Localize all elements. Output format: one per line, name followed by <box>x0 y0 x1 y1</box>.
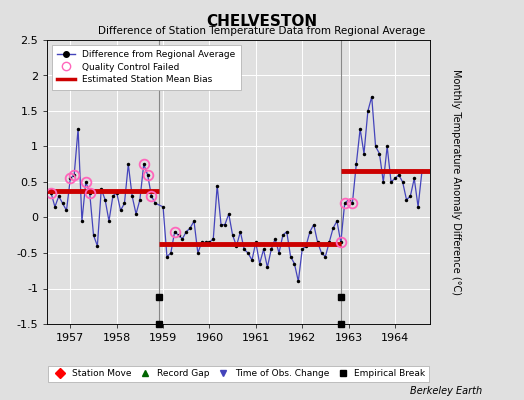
Y-axis label: Monthly Temperature Anomaly Difference (°C): Monthly Temperature Anomaly Difference (… <box>451 69 461 295</box>
Legend: Station Move, Record Gap, Time of Obs. Change, Empirical Break: Station Move, Record Gap, Time of Obs. C… <box>48 366 429 382</box>
Text: Difference of Station Temperature Data from Regional Average: Difference of Station Temperature Data f… <box>99 26 425 36</box>
Text: CHELVESTON: CHELVESTON <box>206 14 318 29</box>
Text: Berkeley Earth: Berkeley Earth <box>410 386 482 396</box>
